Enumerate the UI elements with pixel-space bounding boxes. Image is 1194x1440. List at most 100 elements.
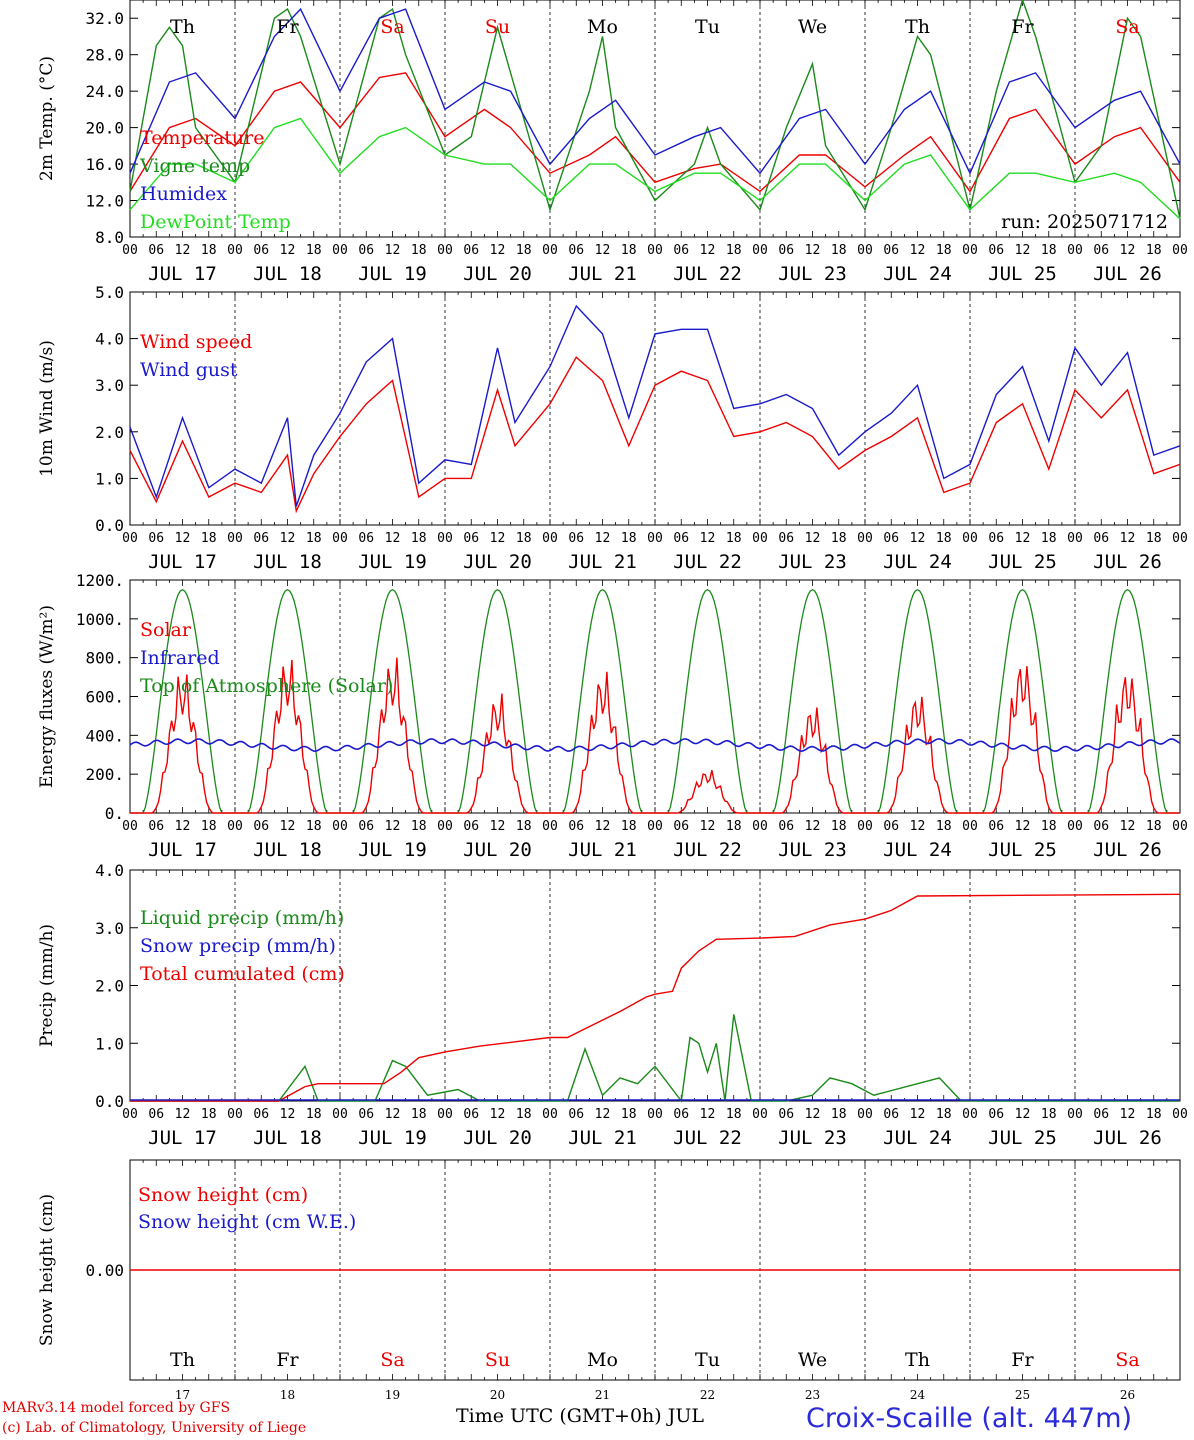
energy-hour-label: 06 [883, 819, 899, 834]
precip-date-label: JUL 20 [463, 1127, 532, 1149]
temp-hour-label: 06 [988, 243, 1004, 258]
temp-hour-label: 12 [910, 243, 926, 258]
temp-series-dewpoint-temp [129, 117, 1181, 220]
precip-hour-label: 00 [332, 1107, 348, 1122]
wind-hour-label: 12 [805, 531, 821, 546]
wind-hour-label: 00 [1067, 531, 1083, 546]
precip-hour-label: 06 [883, 1107, 899, 1122]
energy-hour-label: 12 [595, 819, 611, 834]
wind-ytick-label: 2.0 [95, 423, 124, 442]
energy-hour-label: 12 [175, 819, 191, 834]
wind-hour-label: 00 [122, 531, 138, 546]
precip-hour-label: 06 [568, 1107, 584, 1122]
wind-hour-label: 12 [1015, 531, 1031, 546]
wind-hour-label: 06 [463, 531, 479, 546]
energy-hour-label: 12 [280, 819, 296, 834]
precip-hour-label: 06 [988, 1107, 1004, 1122]
energy-hour-label: 06 [463, 819, 479, 834]
energy-hour-label: 18 [201, 819, 217, 834]
energy-ytick-label: 1000. [76, 610, 124, 629]
energy-date-label: JUL 21 [568, 839, 637, 861]
snow-day-number: 20 [490, 1388, 505, 1402]
temp-date-label: JUL 18 [253, 263, 322, 285]
wind-series-wind-speed [129, 356, 1181, 514]
snow-day-abbr: We [798, 1349, 827, 1371]
snow-day-number: 17 [175, 1388, 190, 1402]
snow-legend-0: Snow height (cm) [138, 1184, 308, 1206]
wind-hour-label: 18 [516, 531, 532, 546]
snow-day-number: 23 [805, 1388, 820, 1402]
wind-hour-label: 12 [1120, 531, 1136, 546]
temp-hour-label: 00 [1067, 243, 1083, 258]
temp-day-abbr: Fr [276, 16, 299, 38]
precip-hour-label: 06 [463, 1107, 479, 1122]
precip-legend-0: Liquid precip (mm/h) [140, 907, 344, 929]
temp-ytick-label: 24.0 [85, 82, 124, 101]
precip-hour-label: 12 [595, 1107, 611, 1122]
wind-hour-label: 18 [1146, 531, 1162, 546]
energy-date-label: JUL 18 [253, 839, 322, 861]
temp-hour-label: 00 [122, 243, 138, 258]
wind-hour-label: 06 [883, 531, 899, 546]
snow-day-number: 25 [1015, 1388, 1030, 1402]
temp-day-abbr: Th [170, 16, 195, 38]
precip-hour-label: 18 [306, 1107, 322, 1122]
energy-date-label: JUL 23 [778, 839, 847, 861]
temp-hour-label: 18 [516, 243, 532, 258]
wind-hour-label: 12 [280, 531, 296, 546]
precip-ytick-label: 0.0 [95, 1092, 124, 1111]
energy-hour-label: 12 [700, 819, 716, 834]
snow-day-abbr: Th [905, 1349, 930, 1371]
wind-date-label: JUL 22 [673, 551, 742, 573]
temp-hour-label: 06 [463, 243, 479, 258]
temp-date-label: JUL 19 [358, 263, 427, 285]
precip-hour-label: 18 [831, 1107, 847, 1122]
energy-hour-label: 06 [673, 819, 689, 834]
temp-day-abbr: Th [905, 16, 930, 38]
precip-series-liquid-precip-mm-h- [130, 1014, 1180, 1103]
temp-hour-label: 00 [647, 243, 663, 258]
energy-hour-label: 06 [568, 819, 584, 834]
wind-hour-label: 18 [201, 531, 217, 546]
wind-hour-label: 00 [332, 531, 348, 546]
temp-legend-1: Vigne temp [139, 155, 250, 177]
energy-series-solar [130, 657, 1180, 814]
energy-hour-label: 12 [1015, 819, 1031, 834]
energy-hour-label: 18 [516, 819, 532, 834]
wind-date-label: JUL 19 [358, 551, 427, 573]
snow-ytick-label: 0.00 [85, 1261, 124, 1280]
precip-hour-label: 18 [411, 1107, 427, 1122]
energy-hour-label: 00 [1172, 819, 1188, 834]
wind-series-wind-gust [129, 304, 1181, 507]
temp-hour-label: 06 [883, 243, 899, 258]
energy-legend-1: Infrared [140, 647, 220, 669]
energy-series-infrared [129, 738, 1181, 753]
wind-hour-label: 18 [306, 531, 322, 546]
snow-day-abbr: Sa [380, 1349, 404, 1371]
wind-ytick-label: 0.0 [95, 516, 124, 535]
precip-hour-label: 00 [1067, 1107, 1083, 1122]
temp-hour-label: 00 [227, 243, 243, 258]
precip-ytick-label: 4.0 [95, 861, 124, 880]
snow-day-abbr: Th [170, 1349, 195, 1371]
temp-hour-label: 12 [280, 243, 296, 258]
energy-ytick-label: 600. [85, 688, 124, 707]
wind-ytick-label: 3.0 [95, 376, 124, 395]
energy-hour-label: 06 [988, 819, 1004, 834]
snow-day-number: 22 [700, 1388, 715, 1402]
temp-hour-label: 18 [411, 243, 427, 258]
energy-ytick-label: 800. [85, 649, 124, 668]
energy-date-label: JUL 20 [463, 839, 532, 861]
precip-date-label: JUL 22 [673, 1127, 742, 1149]
temp-hour-label: 00 [962, 243, 978, 258]
precip-hour-label: 00 [962, 1107, 978, 1122]
wind-date-label: JUL 23 [778, 551, 847, 573]
temp-series-vigne-temp [129, 0, 1181, 219]
precip-date-label: JUL 19 [358, 1127, 427, 1149]
snow-legend-1: Snow height (cm W.E.) [138, 1211, 356, 1233]
temp-date-label: JUL 26 [1093, 263, 1162, 285]
precip-hour-label: 18 [621, 1107, 637, 1122]
precip-ytick-label: 2.0 [95, 977, 124, 996]
precip-hour-label: 12 [1015, 1107, 1031, 1122]
wind-hour-label: 06 [253, 531, 269, 546]
